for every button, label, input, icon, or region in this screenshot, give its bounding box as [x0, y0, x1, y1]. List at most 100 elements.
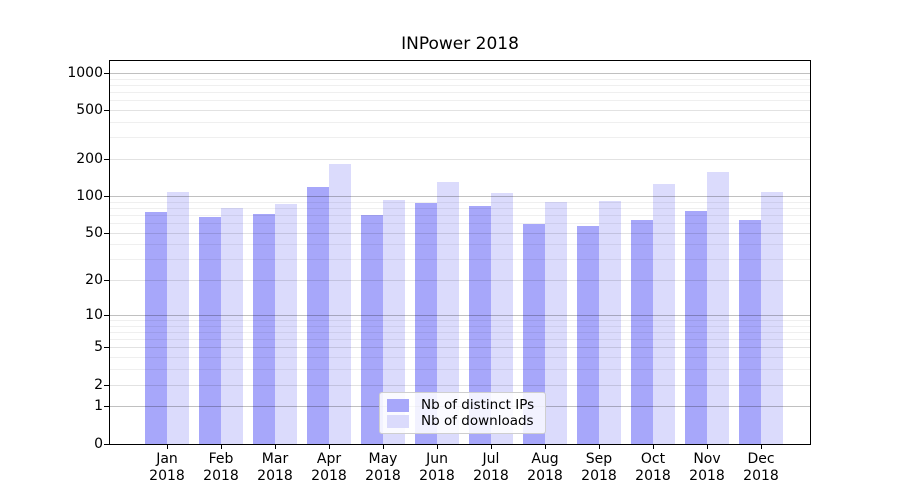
minor-gridline — [110, 331, 810, 333]
x-tick — [275, 444, 276, 449]
y-tick — [104, 444, 110, 445]
y-tick-label: 5 — [94, 339, 103, 355]
x-tick-label: Jan 2018 — [149, 451, 185, 484]
major-gridline — [110, 384, 810, 386]
x-tick — [491, 444, 492, 449]
bar-distinct-ips-mar — [253, 214, 275, 444]
x-tick-label: Jun 2018 — [419, 451, 455, 484]
minor-gridline — [110, 325, 810, 327]
minor-gridline — [110, 122, 810, 123]
minor-gridline — [110, 320, 810, 321]
bar-downloads-nov — [707, 172, 729, 444]
x-tick — [653, 444, 654, 449]
major-gridline — [110, 72, 810, 74]
y-tick — [104, 233, 110, 234]
legend-swatch-distinct-ips-icon — [387, 398, 409, 412]
y-tick — [104, 159, 110, 160]
x-tick-label: Mar 2018 — [257, 451, 293, 484]
legend-swatch-downloads-icon — [387, 414, 409, 428]
minor-gridline — [110, 137, 810, 139]
y-tick — [104, 280, 110, 281]
x-tick-label: May 2018 — [365, 451, 401, 484]
minor-gridline — [110, 223, 810, 224]
y-tick-label: 200 — [76, 151, 103, 167]
bar-distinct-ips-may — [361, 214, 383, 444]
major-gridline — [110, 314, 810, 316]
bar-distinct-ips-sep — [577, 225, 599, 444]
plot-area — [109, 60, 811, 445]
y-tick-label: 1000 — [67, 65, 103, 81]
y-tick-label: 10 — [85, 307, 103, 323]
major-gridline — [110, 347, 810, 349]
x-tick-label: Nov 2018 — [689, 451, 725, 484]
minor-gridline — [110, 92, 810, 94]
bar-distinct-ips-feb — [199, 217, 221, 444]
bar-distinct-ips-aug — [523, 223, 545, 444]
legend-item-downloads: Nb of downloads — [387, 413, 537, 429]
x-tick-label: Apr 2018 — [311, 451, 347, 484]
minor-gridline — [110, 214, 810, 216]
bar-downloads-jun — [437, 181, 459, 444]
x-tick-label: Aug 2018 — [527, 451, 563, 484]
legend-item-distinct-ips: Nb of distinct IPs — [387, 397, 537, 413]
x-tick — [329, 444, 330, 449]
bar-downloads-sep — [599, 200, 621, 444]
minor-gridline — [110, 259, 810, 261]
x-tick-label: Oct 2018 — [635, 451, 671, 484]
y-tick — [104, 347, 110, 348]
x-tick — [545, 444, 546, 449]
x-tick — [707, 444, 708, 449]
y-tick — [104, 196, 110, 197]
major-gridline — [110, 159, 810, 161]
minor-gridline — [110, 369, 810, 371]
minor-gridline — [110, 357, 810, 359]
x-tick-label: Sep 2018 — [581, 451, 617, 484]
minor-gridline — [110, 201, 810, 203]
bar-downloads-mar — [275, 203, 297, 444]
bar-distinct-ips-apr — [307, 187, 329, 444]
y-tick-label: 50 — [85, 225, 103, 241]
x-tick — [761, 444, 762, 449]
major-gridline — [110, 280, 810, 282]
minor-gridline — [110, 100, 810, 102]
major-gridline — [110, 110, 810, 112]
major-gridline — [110, 232, 810, 234]
bar-distinct-ips-dec — [739, 220, 761, 444]
bar-downloads-aug — [545, 202, 567, 444]
x-tick — [167, 444, 168, 449]
x-tick — [383, 444, 384, 449]
x-tick-label: Jul 2018 — [473, 451, 509, 484]
major-gridline — [110, 195, 810, 197]
minor-gridline — [110, 244, 810, 246]
bar-distinct-ips-jul — [469, 206, 491, 444]
x-tick — [599, 444, 600, 449]
y-tick-label: 100 — [76, 188, 103, 204]
bar-downloads-feb — [221, 207, 243, 444]
bar-downloads-jul — [491, 193, 513, 444]
legend-label-downloads: Nb of downloads — [421, 413, 534, 429]
y-tick — [104, 406, 110, 407]
minor-gridline — [110, 207, 810, 209]
y-tick-label: 2 — [94, 377, 103, 393]
y-tick-label: 20 — [85, 272, 103, 288]
legend-label-distinct-ips: Nb of distinct IPs — [421, 397, 535, 413]
chart-title: INPower 2018 — [401, 34, 519, 54]
y-tick-label: 0 — [94, 436, 103, 452]
bar-distinct-ips-jan — [145, 211, 167, 444]
bar-downloads-jan — [167, 192, 189, 444]
legend: Nb of distinct IPs Nb of downloads — [379, 392, 546, 434]
minor-gridline — [110, 78, 810, 80]
y-tick-label: 500 — [76, 102, 103, 118]
x-tick — [437, 444, 438, 449]
bar-distinct-ips-jun — [415, 202, 437, 444]
bar-downloads-oct — [653, 184, 675, 444]
y-tick-label: 1 — [94, 398, 103, 414]
x-tick-label: Feb 2018 — [203, 451, 239, 484]
bar-distinct-ips-oct — [631, 219, 653, 444]
x-tick-label: Dec 2018 — [743, 451, 779, 484]
bar-distinct-ips-nov — [685, 210, 707, 444]
bar-downloads-may — [383, 200, 405, 444]
x-tick — [221, 444, 222, 449]
y-tick — [104, 73, 110, 74]
